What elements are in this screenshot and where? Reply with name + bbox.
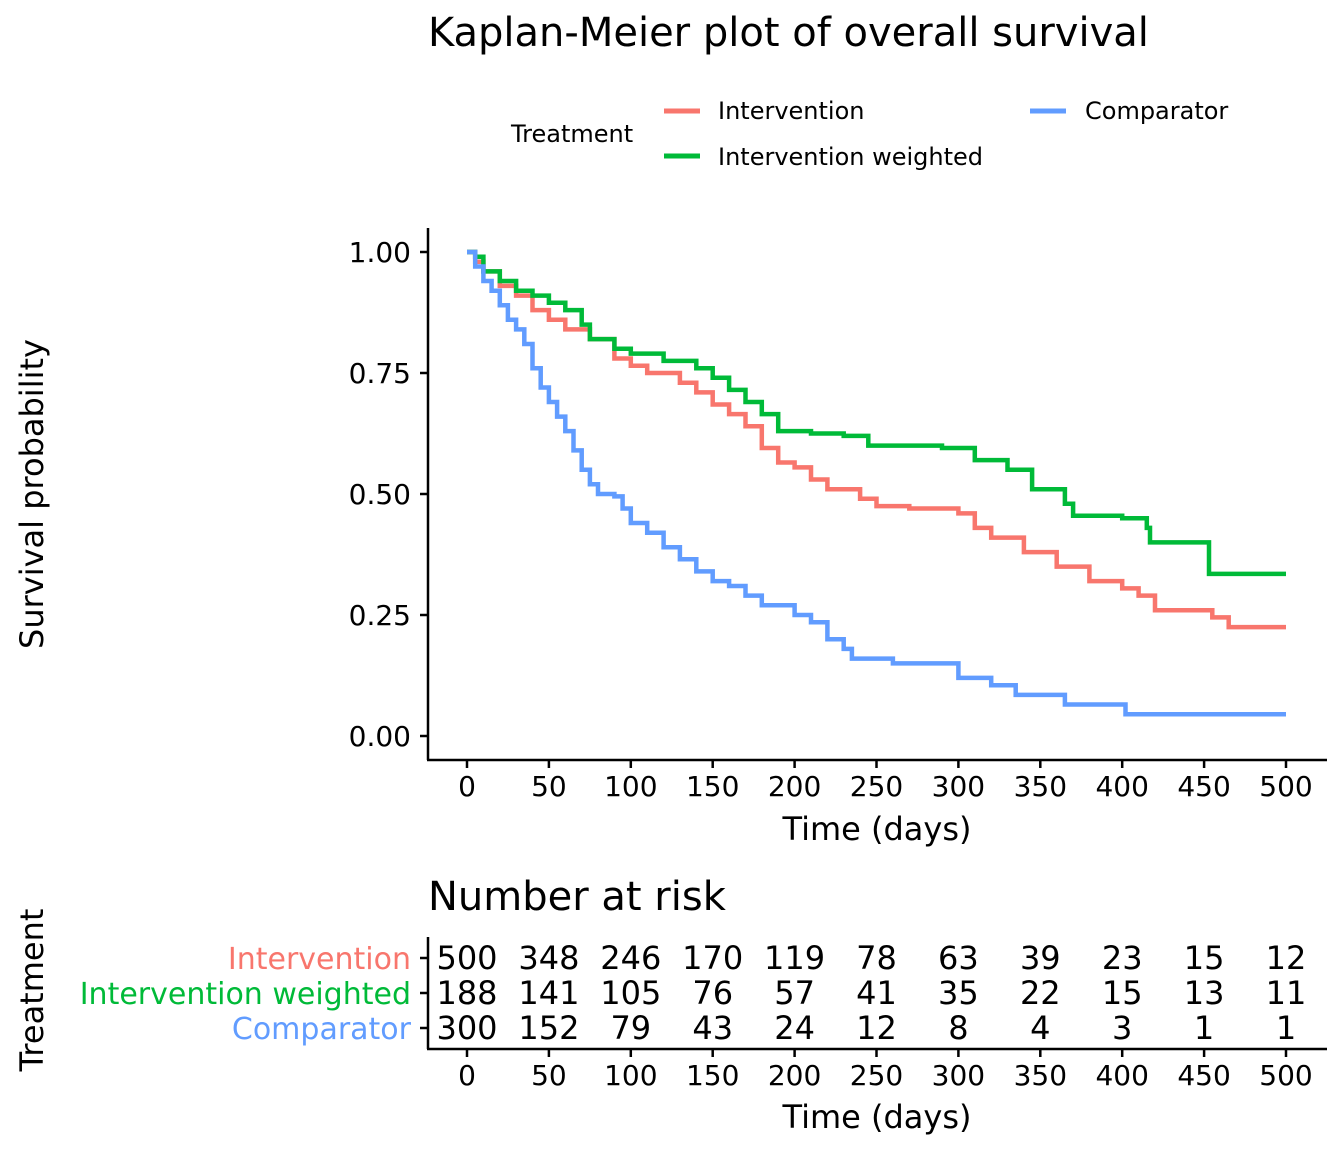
x-tick-label: 350 (1014, 770, 1067, 803)
km-curve-intervention (467, 249, 1286, 630)
legend-item-comparator: Comparator (1030, 97, 1228, 125)
risk-cell-intervention: 348 (518, 939, 579, 977)
legend-item-intervention-weighted: Intervention weighted (664, 143, 983, 171)
x-tick-label: 500 (1259, 770, 1312, 803)
legend-label-comparator: Comparator (1085, 97, 1228, 125)
chart-title: Kaplan-Meier plot of overall survival (428, 10, 1149, 56)
risk-cell-intervention: 15 (1184, 939, 1225, 977)
x-tick-label: 450 (1177, 770, 1230, 803)
risk-cell-comparator: 3 (1112, 1009, 1132, 1047)
y-tick-label: 0.75 (349, 357, 411, 390)
x-tick-label: 400 (1095, 770, 1148, 803)
risk-cell-intervention-weighted: 41 (856, 974, 897, 1012)
legend-label-intervention-weighted: Intervention weighted (718, 143, 983, 171)
x-tick-label: 0 (458, 770, 476, 803)
risk-cell-comparator: 300 (436, 1009, 497, 1047)
risk-cell-intervention-weighted: 35 (938, 974, 979, 1012)
x-tick-label: 200 (768, 770, 821, 803)
risk-cell-intervention-weighted: 141 (518, 974, 579, 1012)
x-tick-label: 200 (768, 1059, 821, 1092)
legend-title: Treatment (510, 120, 633, 148)
risk-cell-intervention: 170 (682, 939, 743, 977)
risk-cell-intervention: 246 (600, 939, 661, 977)
risk-cell-intervention: 39 (1020, 939, 1061, 977)
y-axis-label: Survival probability (13, 339, 51, 649)
x-tick-label: 300 (932, 1059, 985, 1092)
x-tick-label: 500 (1259, 1059, 1312, 1092)
risk-row-label-intervention-weighted: Intervention weighted (80, 977, 411, 1012)
x-tick-label: 150 (686, 770, 739, 803)
risk-cell-intervention-weighted: 22 (1020, 974, 1061, 1012)
y-tick-label: 0.25 (349, 599, 411, 632)
risk-cell-intervention-weighted: 11 (1266, 974, 1307, 1012)
x-tick-label: 250 (850, 770, 903, 803)
km-curve-intervention-weighted (467, 249, 1286, 577)
x-tick-label: 50 (531, 770, 567, 803)
risk-y-axis-label: Treatment (13, 909, 51, 1073)
legend: Treatment Intervention Intervention weig… (510, 97, 1228, 171)
x-tick-label: 100 (604, 770, 657, 803)
risk-cell-intervention: 78 (856, 939, 897, 977)
risk-row-label-comparator: Comparator (232, 1012, 412, 1047)
x-tick-label: 300 (932, 770, 985, 803)
x-tick-label: 50 (531, 1059, 567, 1092)
risk-table-rows: Intervention 500 348 246 170 119 78 63 39 23 15 12I… (80, 939, 1307, 1047)
risk-cell-comparator: 1 (1194, 1009, 1214, 1047)
risk-table-title: Number at risk (428, 874, 727, 920)
risk-cell-comparator: 79 (610, 1009, 651, 1047)
km-curves (467, 249, 1286, 717)
risk-cell-intervention-weighted: 13 (1184, 974, 1225, 1012)
x-tick-label: 250 (850, 1059, 903, 1092)
risk-cell-comparator: 152 (518, 1009, 579, 1047)
risk-cell-intervention: 63 (938, 939, 979, 977)
x-tick-label: 150 (686, 1059, 739, 1092)
risk-x-axis-label: Time (days) (782, 1098, 972, 1136)
risk-cell-comparator: 1 (1276, 1009, 1296, 1047)
y-tick-label: 0.00 (349, 720, 411, 753)
risk-row-label-intervention: Intervention (228, 942, 411, 977)
x-tick-label: 400 (1095, 1059, 1148, 1092)
x-tick-label: 100 (604, 1059, 657, 1092)
risk-cell-comparator: 8 (948, 1009, 968, 1047)
risk-cell-intervention-weighted: 15 (1102, 974, 1143, 1012)
x-ticks: 0 50 100 150 200 250 300 350 400 450 500 (458, 760, 1313, 803)
km-curve-comparator (467, 249, 1286, 717)
x-tick-label: 0 (458, 1059, 476, 1092)
y-tick-label: 1.00 (349, 236, 411, 269)
risk-cell-intervention-weighted: 188 (436, 974, 497, 1012)
risk-cell-comparator: 4 (1030, 1009, 1050, 1047)
risk-cell-intervention-weighted: 57 (774, 974, 815, 1012)
x-axis-label: Time (days) (782, 810, 972, 848)
risk-cell-intervention: 12 (1266, 939, 1307, 977)
legend-label-intervention: Intervention (718, 97, 864, 125)
risk-cell-intervention-weighted: 76 (692, 974, 733, 1012)
risk-x-ticks: 0 50 100 150 200 250 300 350 400 450 500 (458, 1049, 1313, 1092)
risk-cell-intervention: 119 (764, 939, 825, 977)
km-axes (426, 228, 1327, 762)
risk-cell-intervention: 500 (436, 939, 497, 977)
x-tick-label: 350 (1014, 1059, 1067, 1092)
risk-cell-comparator: 43 (692, 1009, 733, 1047)
y-tick-label: 0.50 (349, 478, 411, 511)
y-ticks: 0.00 0.25 0.50 0.75 1.00 (349, 236, 428, 753)
risk-cell-intervention-weighted: 105 (600, 974, 661, 1012)
legend-item-intervention: Intervention (664, 97, 864, 125)
x-tick-label: 450 (1177, 1059, 1230, 1092)
risk-cell-comparator: 12 (856, 1009, 897, 1047)
risk-cell-intervention: 23 (1102, 939, 1143, 977)
risk-cell-comparator: 24 (774, 1009, 815, 1047)
